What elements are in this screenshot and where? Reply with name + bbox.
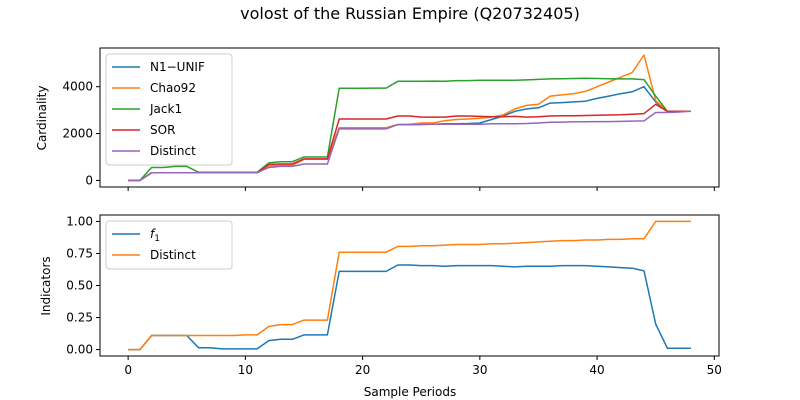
bottom-series-group — [128, 220, 691, 351]
bottom-legend: f1 Distinct — [105, 220, 233, 270]
bottom-x-tick-label-10: 10 — [238, 363, 253, 377]
top-ticks-group: 0 2000 4000 — [62, 80, 715, 191]
bottom-series-line-distinct — [128, 220, 691, 351]
bottom-x-tick-label-50: 50 — [707, 363, 722, 377]
figure-title: volost of the Russian Empire (Q20732405) — [240, 4, 580, 23]
bottom-x-tick-label-40: 40 — [589, 363, 604, 377]
top-axes-frame — [99, 47, 720, 188]
bottom-legend-frame — [105, 220, 233, 270]
bottom-legend-label-distinct: Distinct — [150, 248, 196, 262]
top-y-tick-label-0: 0 — [85, 173, 93, 187]
bottom-x-tick-label-20: 20 — [355, 363, 370, 377]
bottom-legend-label-f1: f1 — [150, 227, 160, 244]
bottom-series-line-f1 — [128, 264, 691, 351]
top-y-axis-label: Cardinality — [35, 86, 49, 151]
bottom-y-tick-label-1: 0.25 — [66, 311, 93, 325]
top-series-line-distinct — [128, 110, 691, 182]
chart-bottom: 0 10 20 30 40 50 0.00 0.25 0.50 0.75 1.00 Indicato… — [39, 214, 722, 399]
bottom-y-axis-label: Indicators — [39, 256, 53, 315]
bottom-ticks-group: 0 10 20 30 40 50 0.00 0.25 0.50 0.75 1.00 — [66, 214, 722, 377]
top-legend: N1−UNIF Chao92 Jack1 SOR Distinct — [105, 53, 233, 166]
top-legend-label-n1-unif: N1−UNIF — [150, 60, 205, 74]
top-y-tick-label-2: 4000 — [62, 80, 93, 94]
bottom-y-tick-label-4: 1.00 — [66, 214, 93, 228]
top-legend-label-distinct: Distinct — [150, 144, 196, 158]
top-legend-frame — [105, 53, 233, 166]
top-y-tick-label-1: 2000 — [62, 127, 93, 141]
bottom-x-tick-label-0: 0 — [124, 363, 132, 377]
top-legend-label-jack1: Jack1 — [149, 102, 182, 116]
chart-top: 0 2000 4000 Cardinality N1−UNIF Chao92 Jack1… — [35, 47, 720, 191]
bottom-y-tick-label-3: 0.75 — [66, 246, 93, 260]
top-legend-label-sor: SOR — [150, 123, 175, 137]
top-series-group — [128, 54, 691, 182]
x-axis-label: Sample Periods — [364, 385, 456, 399]
bottom-y-tick-label-0: 0.00 — [66, 343, 93, 357]
top-legend-label-chao92: Chao92 — [150, 81, 196, 95]
bottom-x-tick-label-30: 30 — [472, 363, 487, 377]
bottom-y-tick-label-2: 0.50 — [66, 279, 93, 293]
